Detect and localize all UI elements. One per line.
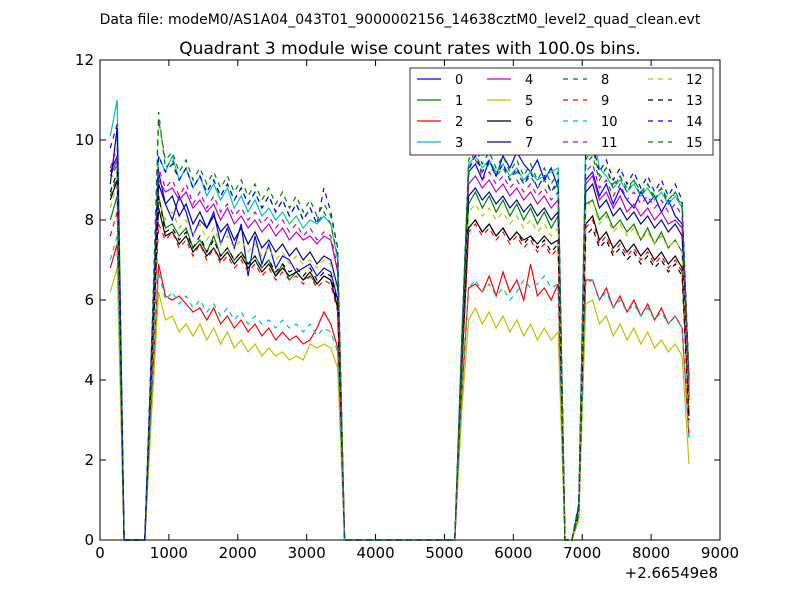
legend-label-3: 3 (455, 136, 463, 151)
x-tick-label: 5000 (425, 544, 463, 562)
legend-label-4: 4 (525, 73, 533, 88)
y-tick-label: 6 (84, 291, 94, 309)
legend-label-0: 0 (455, 73, 463, 88)
legend-label-6: 6 (525, 115, 533, 130)
legend-label-13: 13 (686, 94, 703, 109)
legend-label-10: 10 (601, 115, 618, 130)
chart-title: Quadrant 3 module wise count rates with … (179, 39, 640, 59)
y-tick-label: 0 (84, 531, 94, 549)
x-offset-label: +2.66549e8 (625, 564, 718, 582)
legend-label-7: 7 (525, 136, 533, 151)
series-line-10 (109, 235, 690, 541)
series-line-0 (109, 150, 690, 541)
legend-label-11: 11 (601, 136, 618, 151)
x-tick-label: 0 (95, 544, 105, 562)
series-line-9 (109, 211, 690, 541)
legend-frame (409, 67, 714, 156)
x-tick-label: 1000 (150, 544, 188, 562)
legend-label-9: 9 (601, 94, 609, 109)
x-tick-label: 4000 (356, 544, 394, 562)
x-tick-label: 3000 (288, 544, 326, 562)
axis-layer: 0 1000 2000 3000 4000 5000 6000 7000 8000 9000 0 2 4… (75, 51, 739, 562)
series-line-5 (109, 267, 690, 541)
series-layer (109, 99, 690, 541)
x-tick-label: 7000 (563, 544, 601, 562)
legend-label-1: 1 (455, 94, 463, 109)
y-tick-label: 4 (84, 371, 94, 389)
series-line-14 (109, 123, 690, 541)
y-tick-label: 12 (75, 51, 94, 69)
legend-label-8: 8 (601, 73, 609, 88)
y-tick-label: 10 (75, 131, 94, 149)
legend-label-2: 2 (455, 115, 463, 130)
y-tick-label: 8 (84, 211, 94, 229)
legend-label-5: 5 (525, 94, 533, 109)
series-line-6 (109, 179, 690, 541)
y-tick-label: 2 (84, 451, 94, 469)
series-line-7 (109, 127, 690, 541)
legend-label-14: 14 (686, 115, 703, 130)
legend-label-15: 15 (686, 136, 703, 151)
series-line-8 (109, 111, 690, 541)
x-tick-label: 2000 (219, 544, 257, 562)
x-tick-label: 9000 (701, 544, 739, 562)
x-tick-label: 8000 (632, 544, 670, 562)
series-line-2 (109, 243, 690, 541)
legend-label-12: 12 (686, 73, 703, 88)
x-tick-label: 6000 (494, 544, 532, 562)
data-file-header: Data file: modeM0/AS1A04_043T01_90000021… (100, 12, 701, 28)
